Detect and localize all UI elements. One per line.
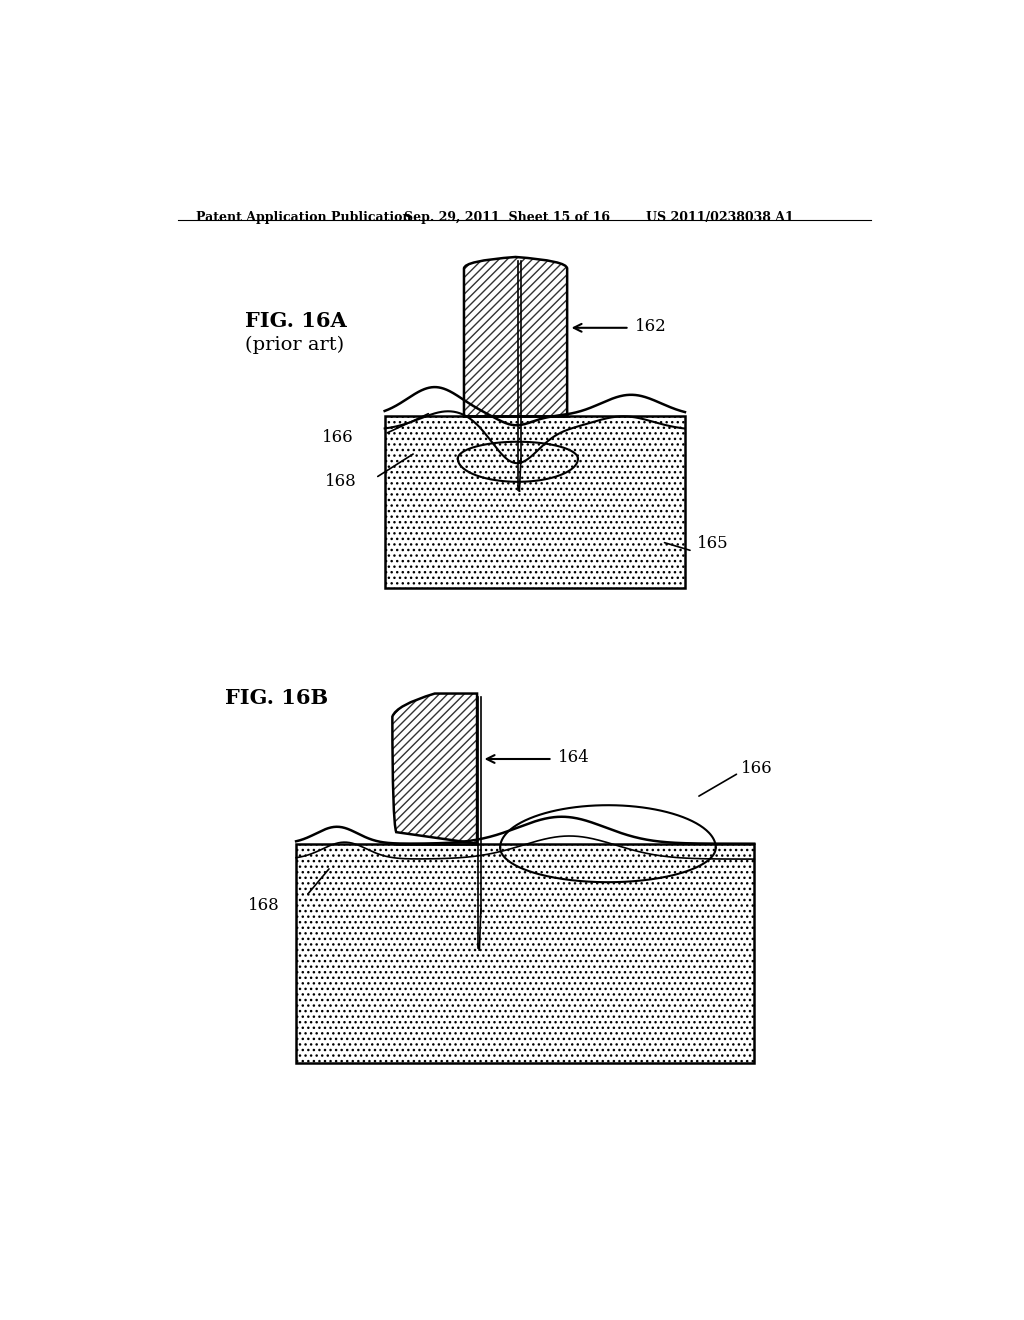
Text: US 2011/0238038 A1: US 2011/0238038 A1 xyxy=(646,211,795,224)
Bar xyxy=(296,843,755,1063)
PathPatch shape xyxy=(392,693,477,843)
Text: 166: 166 xyxy=(322,429,353,446)
Text: FIG. 16B: FIG. 16B xyxy=(225,688,329,708)
Bar xyxy=(296,843,755,1063)
Text: FIG. 16A: FIG. 16A xyxy=(245,312,346,331)
Text: 168: 168 xyxy=(248,896,280,913)
Bar xyxy=(385,416,685,589)
Bar xyxy=(385,416,685,589)
Text: 164: 164 xyxy=(558,748,590,766)
Text: 165: 165 xyxy=(696,535,728,552)
Text: 168: 168 xyxy=(326,474,357,490)
Text: Patent Application Publication: Patent Application Publication xyxy=(196,211,412,224)
Text: 162: 162 xyxy=(635,318,667,335)
PathPatch shape xyxy=(464,257,567,416)
Text: (prior art): (prior art) xyxy=(245,335,344,354)
Text: Sep. 29, 2011  Sheet 15 of 16: Sep. 29, 2011 Sheet 15 of 16 xyxy=(403,211,610,224)
Text: 166: 166 xyxy=(741,760,773,776)
